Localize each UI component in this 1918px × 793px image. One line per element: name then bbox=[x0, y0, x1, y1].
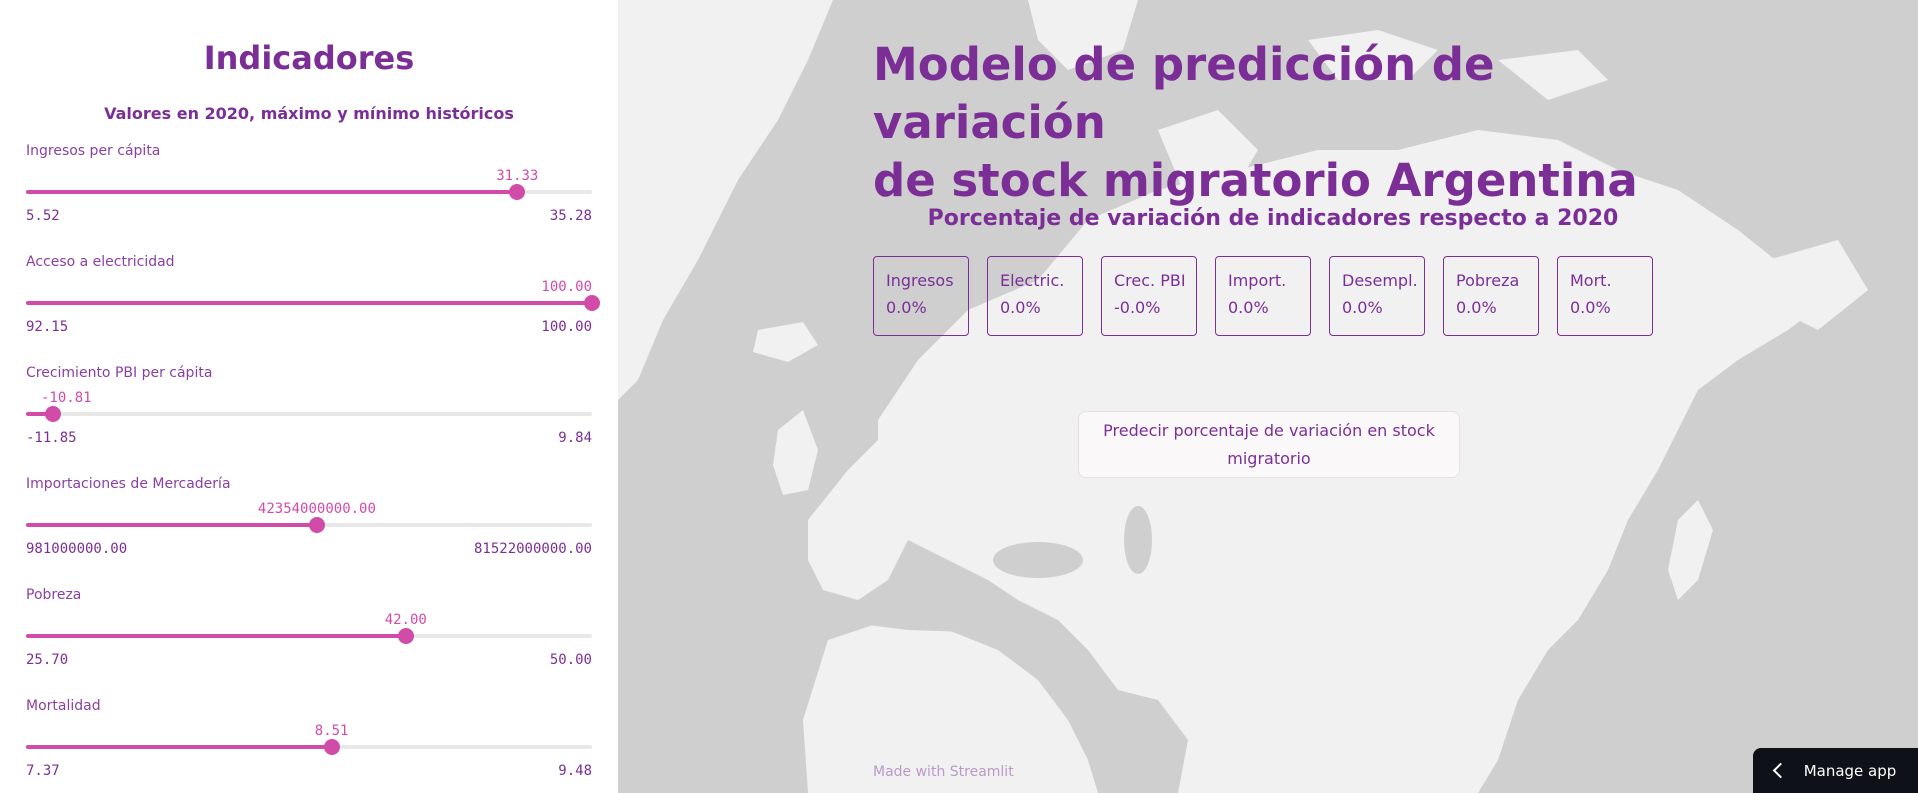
slider-max: 9.84 bbox=[558, 430, 592, 446]
footer-made-with-streamlit[interactable]: Made with Streamlit bbox=[873, 764, 1014, 780]
metric-value: 0.0% bbox=[1342, 298, 1383, 317]
slider-track[interactable] bbox=[26, 739, 592, 755]
metrics-subtitle: Porcentaje de variación de indicadores r… bbox=[927, 206, 1619, 231]
sidebar-subtitle: Valores en 2020, máximo y mínimo históri… bbox=[104, 104, 514, 123]
slider-max: 50.00 bbox=[549, 652, 592, 668]
page-title-line-1: Modelo de predicción de variación bbox=[873, 38, 1495, 149]
metric-value: 0.0% bbox=[1228, 298, 1269, 317]
predict-button[interactable]: Predecir porcentaje de variación en stoc… bbox=[1078, 411, 1460, 478]
slider-value: 100.00 bbox=[541, 279, 592, 295]
slider: Crecimiento PBI per cápita -10.81 -11.85 9.… bbox=[26, 364, 592, 475]
metric-card: Crec. PBI -0.0% bbox=[1101, 256, 1197, 336]
main-area: Modelo de predicción de variación de sto… bbox=[618, 0, 1918, 793]
slider-min: 981000000.00 bbox=[26, 541, 128, 557]
slider-fill bbox=[26, 301, 592, 305]
slider-track[interactable] bbox=[26, 517, 592, 533]
slider: Importaciones de Mercadería 42354000000.0… bbox=[26, 475, 592, 586]
slider-thumb[interactable] bbox=[323, 739, 340, 755]
metric-label: Pobreza bbox=[1456, 271, 1520, 290]
slider-fill bbox=[26, 634, 406, 638]
slider-min: -11.85 bbox=[26, 430, 77, 446]
slider-fill bbox=[26, 190, 518, 194]
metric-value: 0.0% bbox=[1000, 298, 1041, 317]
sidebar-title: Indicadores bbox=[203, 39, 415, 77]
slider-max: 100.00 bbox=[541, 319, 592, 335]
slider-min: 5.52 bbox=[26, 208, 60, 224]
slider: Acceso a electricidad 100.00 92.15 100.00 bbox=[26, 253, 600, 364]
page-title: Modelo de predicción de variación de sto… bbox=[873, 36, 1673, 210]
slider-list: Ingresos per cápita 31.33 5.52 35.28 Acceso … bbox=[26, 142, 600, 793]
slider-thumb[interactable] bbox=[584, 295, 600, 311]
manage-app-button[interactable]: Manage app bbox=[1753, 748, 1918, 793]
metric-label: Import. bbox=[1228, 271, 1287, 290]
slider-track[interactable] bbox=[26, 295, 600, 311]
slider-thumb[interactable] bbox=[509, 184, 526, 200]
slider-fill bbox=[26, 745, 332, 749]
slider-label: Mortalidad bbox=[26, 698, 101, 714]
metric-value: 0.0% bbox=[886, 298, 927, 317]
slider-track[interactable] bbox=[26, 628, 592, 644]
slider-max: 35.28 bbox=[549, 208, 592, 224]
metric-card: Ingresos 0.0% bbox=[873, 256, 969, 336]
metrics-row: Ingresos 0.0% Electric. 0.0% Crec. PBI -0.0% I… bbox=[873, 256, 1653, 336]
slider-value: 8.51 bbox=[314, 723, 349, 739]
slider: Mortalidad 8.51 7.37 9.48 bbox=[26, 697, 592, 793]
slider-label: Pobreza bbox=[26, 587, 82, 603]
metric-label: Electric. bbox=[1000, 271, 1065, 290]
sidebar: Indicadores Valores en 2020, máximo y mí… bbox=[0, 0, 618, 793]
slider-label: Ingresos per cápita bbox=[26, 143, 161, 159]
slider: Pobreza 42.00 25.70 50.00 bbox=[26, 586, 592, 697]
slider-max: 9.48 bbox=[558, 763, 592, 779]
slider-label: Crecimiento PBI per cápita bbox=[26, 365, 213, 381]
metric-card: Import. 0.0% bbox=[1215, 256, 1311, 336]
slider-min: 92.15 bbox=[26, 319, 69, 335]
slider-label: Acceso a electricidad bbox=[26, 254, 175, 270]
metric-label: Mort. bbox=[1570, 271, 1612, 290]
metric-card: Pobreza 0.0% bbox=[1443, 256, 1539, 336]
metric-value: 0.0% bbox=[1570, 298, 1611, 317]
page-title-line-2: de stock migratorio Argentina bbox=[873, 154, 1638, 207]
metric-label: Desempl. bbox=[1342, 271, 1418, 290]
slider: Ingresos per cápita 31.33 5.52 35.28 bbox=[26, 142, 592, 253]
chevron-left-icon bbox=[1772, 762, 1788, 779]
metric-card: Desempl. 0.0% bbox=[1329, 256, 1425, 336]
manage-app-label: Manage app bbox=[1803, 761, 1897, 780]
slider-label: Importaciones de Mercadería bbox=[26, 476, 231, 492]
metric-card: Electric. 0.0% bbox=[987, 256, 1083, 336]
slider-value: -10.81 bbox=[41, 390, 92, 406]
slider-thumb[interactable] bbox=[308, 517, 325, 533]
slider-track[interactable] bbox=[26, 184, 592, 200]
metric-value: 0.0% bbox=[1456, 298, 1497, 317]
slider-value: 42354000000.00 bbox=[257, 501, 376, 517]
slider-fill bbox=[26, 523, 317, 527]
slider-fill bbox=[26, 412, 54, 416]
slider-thumb[interactable] bbox=[397, 628, 414, 644]
slider-value: 31.33 bbox=[496, 168, 539, 184]
metric-card: Mort. 0.0% bbox=[1557, 256, 1653, 336]
slider-thumb[interactable] bbox=[45, 406, 62, 422]
metric-label: Ingresos bbox=[886, 271, 954, 290]
slider-track[interactable] bbox=[26, 406, 592, 422]
slider-min: 25.70 bbox=[26, 652, 69, 668]
slider-min: 7.37 bbox=[26, 763, 60, 779]
slider-value: 42.00 bbox=[384, 612, 427, 628]
metric-label: Crec. PBI bbox=[1114, 271, 1186, 290]
metric-value: -0.0% bbox=[1114, 298, 1161, 317]
slider-max: 81522000000.00 bbox=[473, 541, 592, 557]
